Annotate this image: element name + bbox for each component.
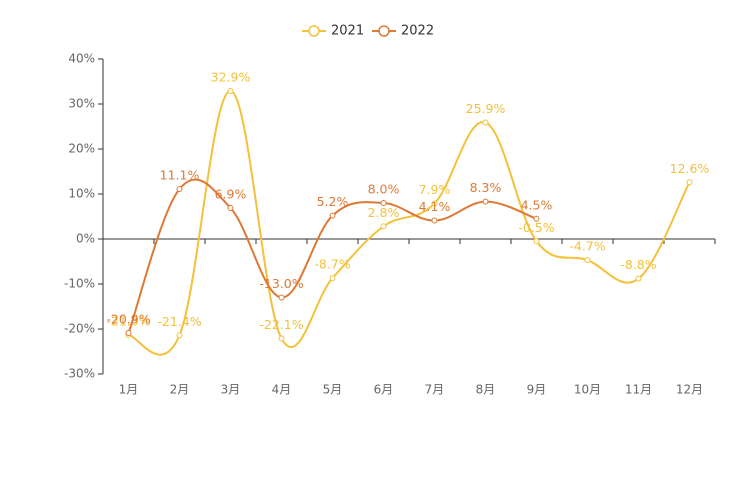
- x-tick-label: 5月: [323, 383, 343, 397]
- point: [584, 257, 591, 264]
- value-label: 11.1%: [160, 168, 200, 183]
- point: [686, 179, 693, 186]
- x-tick-label: 4月: [272, 383, 292, 397]
- value-label: 32.9%: [211, 69, 251, 84]
- value-label: -0.5%: [518, 220, 554, 235]
- y-tick-label: -10%: [64, 277, 95, 291]
- point: [482, 119, 489, 126]
- y-tick-label: -20%: [64, 322, 95, 336]
- point: [329, 212, 336, 219]
- y-tick-label: 10%: [68, 187, 95, 201]
- legend-label: 2021: [331, 24, 364, 39]
- value-label: 2.8%: [368, 205, 400, 220]
- value-label: -8.8%: [620, 257, 656, 272]
- value-label: 4.1%: [419, 199, 451, 214]
- y-tick-label: 40%: [68, 52, 95, 66]
- value-label: 8.0%: [368, 182, 400, 197]
- value-label: 25.9%: [466, 101, 506, 116]
- point: [380, 223, 387, 230]
- x-tick-label: 10月: [574, 383, 601, 397]
- y-tick-label: 30%: [68, 97, 95, 111]
- legend-label: 2022: [401, 24, 434, 39]
- point: [227, 87, 234, 94]
- x-tick-label: 1月: [119, 383, 139, 397]
- point: [533, 238, 540, 245]
- y-tick-label: 0%: [76, 232, 95, 246]
- point: [431, 217, 438, 224]
- value-label: -13.0%: [259, 276, 303, 291]
- value-label: -8.7%: [314, 257, 350, 272]
- point: [227, 204, 234, 211]
- value-label: -22.1%: [259, 317, 303, 332]
- point: [278, 335, 285, 342]
- series-line: [128, 89, 691, 356]
- y-tick-label: -30%: [64, 367, 95, 381]
- x-tick-label: 8月: [476, 383, 496, 397]
- point: [278, 294, 285, 301]
- point: [533, 215, 540, 222]
- point: [329, 275, 336, 282]
- point: [431, 200, 438, 207]
- x-tick-label: 6月: [374, 383, 394, 397]
- value-label: 5.2%: [317, 194, 349, 209]
- value-label: 7.9%: [419, 182, 451, 197]
- point: [125, 330, 132, 337]
- value-label: 6.9%: [215, 186, 247, 201]
- x-tick-label: 9月: [527, 383, 547, 397]
- value-label: 4.5%: [521, 197, 553, 212]
- value-label: -20.9%: [106, 312, 150, 327]
- point: [482, 198, 489, 205]
- value-label: -21.3%: [106, 313, 150, 328]
- x-tick-label: 11月: [625, 383, 652, 397]
- value-label: -21.4%: [157, 314, 201, 329]
- point: [635, 275, 642, 282]
- x-tick-label: 2月: [170, 383, 190, 397]
- point: [176, 332, 183, 339]
- x-tick-label: 7月: [425, 383, 445, 397]
- value-label: -4.7%: [569, 239, 605, 254]
- legend-marker: [378, 25, 390, 37]
- value-label: 8.3%: [470, 180, 502, 195]
- legend-marker: [308, 25, 320, 37]
- x-tick-label: 3月: [221, 383, 241, 397]
- y-tick-label: 20%: [68, 142, 95, 156]
- x-tick-label: 12月: [676, 383, 703, 397]
- point: [380, 200, 387, 206]
- value-label: 12.6%: [670, 161, 710, 176]
- point: [176, 186, 183, 193]
